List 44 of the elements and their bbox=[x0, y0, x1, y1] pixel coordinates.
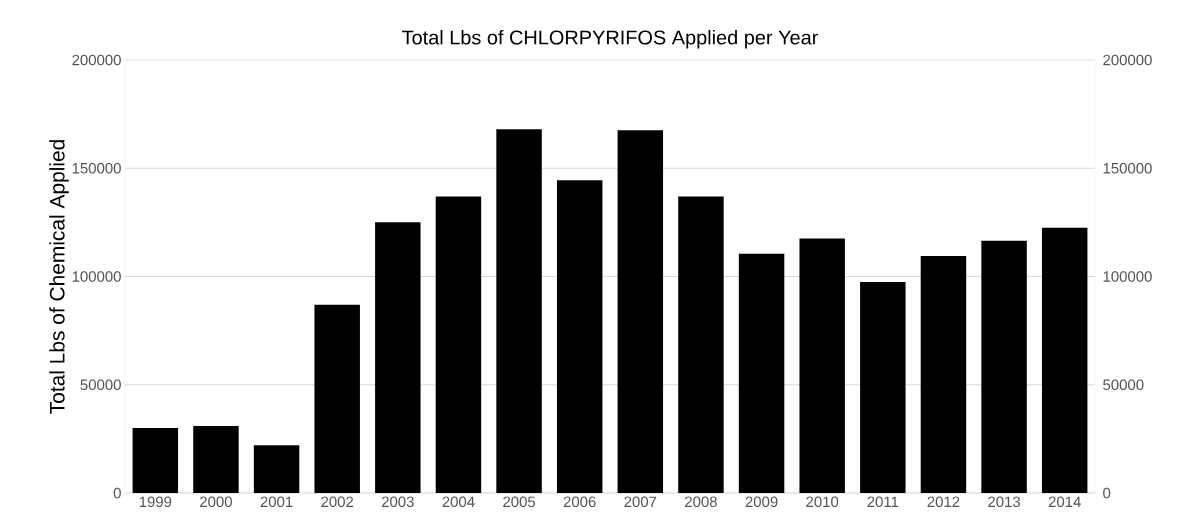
bar bbox=[920, 255, 967, 493]
bar bbox=[799, 238, 845, 493]
bar bbox=[435, 196, 482, 493]
x-tick-label: 2006 bbox=[563, 496, 596, 508]
x-tick-label: 2003 bbox=[381, 496, 414, 508]
y-tick-label: 50000 bbox=[80, 379, 121, 391]
bar bbox=[253, 445, 300, 493]
y2-tick-label: 50000 bbox=[1103, 379, 1144, 391]
x-tick-label: 2005 bbox=[503, 496, 536, 508]
x-tick-label: 2007 bbox=[624, 496, 657, 508]
y2-tick-label: 150000 bbox=[1103, 162, 1152, 174]
bar bbox=[678, 196, 724, 493]
bar bbox=[860, 281, 906, 493]
x-tick-label: 2010 bbox=[806, 496, 839, 508]
y-tick-label: 150000 bbox=[72, 162, 121, 174]
x-tick-label: 2013 bbox=[988, 496, 1021, 508]
bar bbox=[496, 129, 542, 493]
x-tick-label: 2014 bbox=[1048, 496, 1081, 508]
y-axis-title: Total Lbs of Chemical Applied bbox=[49, 140, 69, 414]
bar bbox=[193, 425, 239, 493]
x-tick-label: 1999 bbox=[139, 496, 172, 508]
y2-tick-label: 200000 bbox=[1103, 54, 1152, 66]
bar bbox=[556, 180, 603, 493]
bar bbox=[981, 240, 1027, 493]
x-tick-label: 2008 bbox=[685, 496, 717, 508]
bar bbox=[314, 304, 360, 493]
x-tick-label: 2009 bbox=[745, 496, 778, 508]
x-tick-label: 2004 bbox=[442, 496, 475, 508]
bar bbox=[1041, 227, 1088, 493]
x-tick-label: 2000 bbox=[200, 496, 232, 508]
bar bbox=[132, 428, 179, 493]
bar bbox=[738, 253, 785, 493]
chart-title: Total Lbs of CHLORPYRIFOS Applied per Year bbox=[402, 29, 819, 49]
y2-tick-label: 100000 bbox=[1103, 271, 1152, 282]
x-tick-label: 2001 bbox=[260, 496, 293, 508]
bar bbox=[617, 130, 664, 493]
bar bbox=[375, 222, 421, 493]
x-tick-label: 2002 bbox=[321, 496, 354, 508]
x-tick-label: 2012 bbox=[927, 496, 960, 508]
y-tick-label: 0 bbox=[113, 487, 121, 499]
y-tick-label: 200000 bbox=[72, 54, 121, 66]
y-tick-label: 100000 bbox=[72, 271, 121, 282]
y2-tick-label: 0 bbox=[1103, 487, 1111, 499]
x-tick-label: 2011 bbox=[867, 496, 899, 508]
